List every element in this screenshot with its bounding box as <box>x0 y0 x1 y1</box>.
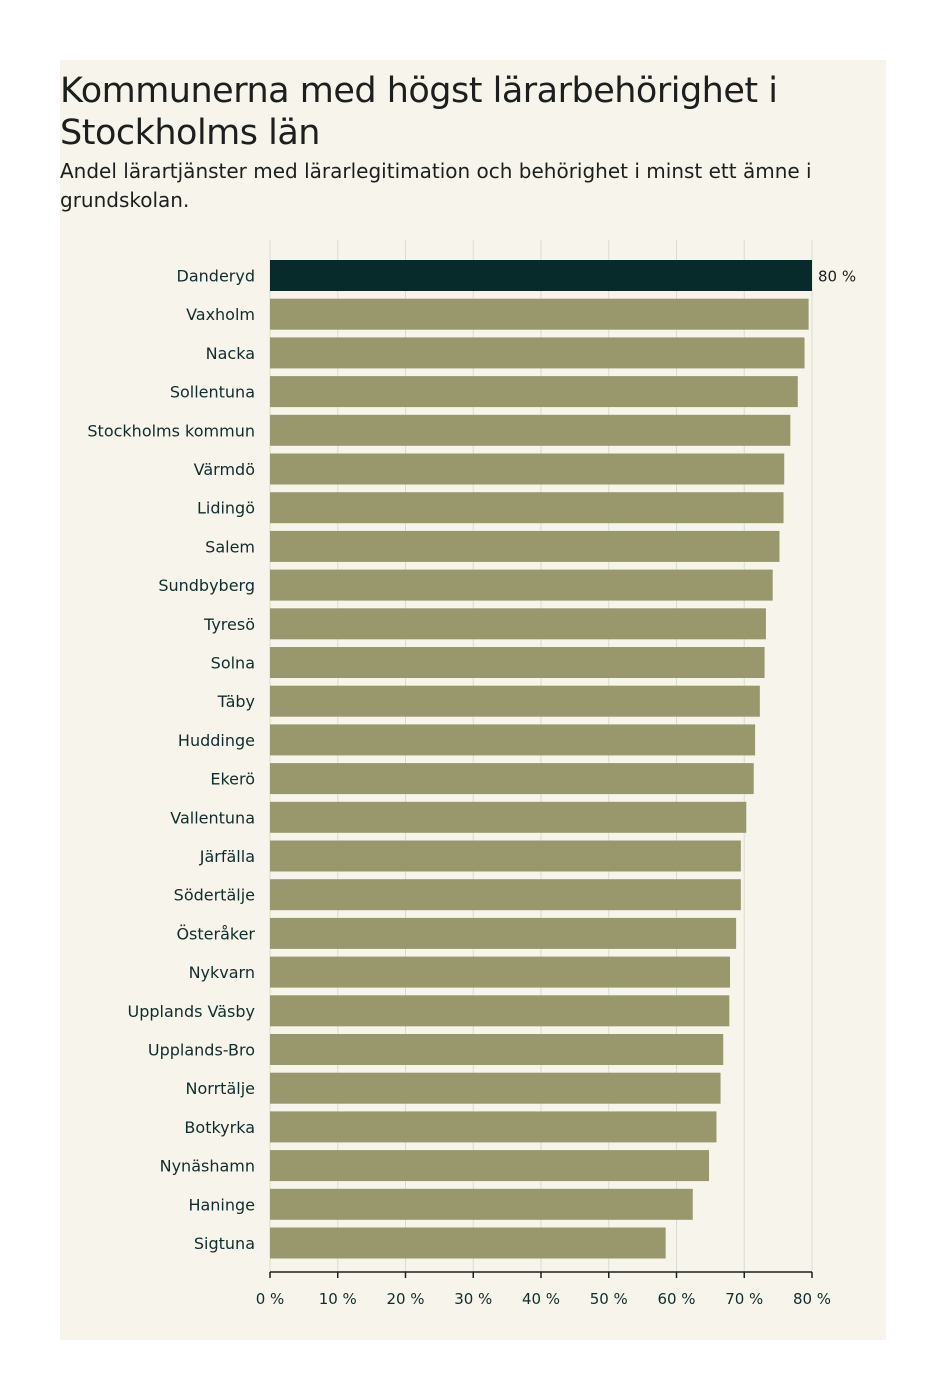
category-label: Värmdö <box>194 460 255 479</box>
category-label: Sigtuna <box>194 1234 255 1253</box>
bar-upplands-väsby <box>270 995 730 1027</box>
chart-title: Kommunerna med högst lärarbehörighet i S… <box>60 71 778 153</box>
bar-salem <box>270 530 780 562</box>
bar-ekerö <box>270 763 754 795</box>
x-tick-label: 60 % <box>657 1290 695 1308</box>
bar-vaxholm <box>270 298 809 330</box>
category-label: Täby <box>217 692 255 711</box>
bar-lidingö <box>270 492 784 524</box>
category-label: Danderyd <box>177 267 255 286</box>
category-label: Huddinge <box>178 731 255 750</box>
category-label: Sundbyberg <box>158 576 255 595</box>
category-label: Haninge <box>188 1195 255 1214</box>
category-label: Vallentuna <box>170 808 255 827</box>
x-tick-label: 20 % <box>386 1290 424 1308</box>
category-label: Upplands-Bro <box>148 1041 255 1060</box>
bar-danderyd <box>270 260 812 291</box>
category-label: Botkyrka <box>184 1118 255 1137</box>
bar-nynäshamn <box>270 1150 710 1182</box>
x-tick-label: 10 % <box>319 1290 357 1308</box>
category-label: Järfälla <box>199 847 255 866</box>
category-label: Tyresö <box>203 615 255 634</box>
category-label: Österåker <box>176 924 255 943</box>
bar-stockholms-kommun <box>270 414 791 446</box>
category-label: Nynäshamn <box>160 1157 255 1176</box>
bar-botkyrka <box>270 1111 717 1143</box>
bar-huddinge <box>270 724 756 756</box>
category-label: Norrtälje <box>186 1079 255 1098</box>
x-tick-label: 30 % <box>454 1290 492 1308</box>
bar-vallentuna <box>270 801 747 833</box>
bar-norrtälje <box>270 1072 721 1104</box>
category-label: Nacka <box>206 344 255 363</box>
bar-upplands-bro <box>270 1034 724 1065</box>
bar-nykvarn <box>270 956 731 988</box>
bar-haninge <box>270 1188 693 1220</box>
x-tick-label: 70 % <box>725 1290 763 1308</box>
category-label: Vaxholm <box>186 305 255 324</box>
x-tick-label: 0 % <box>256 1290 285 1308</box>
bar-södertälje <box>270 879 741 911</box>
category-label: Sollentuna <box>170 383 255 402</box>
category-label: Nykvarn <box>189 963 255 982</box>
x-tick-label: 50 % <box>590 1290 628 1308</box>
bar-täby <box>270 685 760 717</box>
bar-värmdö <box>270 453 785 485</box>
category-label: Upplands Väsby <box>128 1002 255 1021</box>
bar-sollentuna <box>270 376 798 408</box>
category-label: Lidingö <box>197 499 255 518</box>
category-label: Stockholms kommun <box>87 421 255 440</box>
bar-tyresö <box>270 608 766 640</box>
bar-sigtuna <box>270 1227 666 1259</box>
x-tick-label: 40 % <box>522 1290 560 1308</box>
category-label: Södertälje <box>174 886 255 905</box>
category-label: Solna <box>211 654 255 673</box>
bar-järfälla <box>270 840 741 872</box>
bar-chart: Danderyd Vaxholm Nacka Sollentuna Stockholms… <box>87 240 856 1308</box>
chart-subtitle: Andel lärartjänster med lärarlegitimatio… <box>60 159 812 212</box>
bar-sundbyberg <box>270 569 773 601</box>
x-tick-label: 80 % <box>793 1290 831 1308</box>
category-label: Salem <box>205 537 255 556</box>
data-label: 80 % <box>818 268 856 286</box>
bar-österåker <box>270 917 737 949</box>
bar-nacka <box>270 337 805 369</box>
chart-card: Kommunerna med högst lärarbehörighet i S… <box>60 60 886 1340</box>
bar-solna <box>270 647 765 678</box>
category-label: Ekerö <box>210 770 255 789</box>
